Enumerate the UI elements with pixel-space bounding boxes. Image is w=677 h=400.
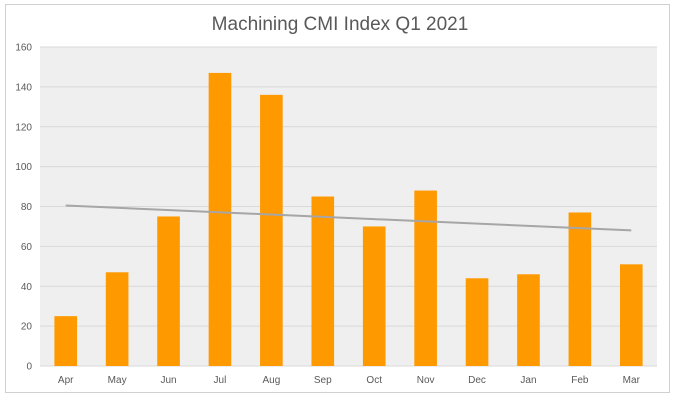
x-tick-label: Jul	[214, 375, 227, 386]
bar-apr	[54, 316, 78, 366]
x-tick-label: Nov	[417, 375, 435, 386]
chart-title: Machining CMI Index Q1 2021	[212, 14, 469, 35]
x-tick-label: Jun	[160, 375, 176, 386]
x-tick-label: Aug	[262, 375, 280, 386]
y-axis-ticks: 0 20 40 60 80 100 120 140 160	[15, 43, 32, 373]
bar-mar	[619, 264, 643, 366]
y-tick-label: 0	[26, 362, 32, 373]
trendline-group	[65, 204, 632, 232]
x-tick-label: Mar	[623, 375, 641, 386]
x-tick-label: Feb	[571, 375, 589, 386]
y-tick-label: 100	[15, 162, 32, 173]
x-tick-label: Sep	[314, 375, 332, 386]
bar-nov	[414, 190, 437, 366]
x-tick-label: Jan	[520, 375, 536, 386]
bar-jul	[208, 72, 232, 366]
y-tick-label: 160	[15, 43, 32, 54]
x-tick-label: Dec	[468, 375, 486, 386]
bar-feb	[568, 212, 592, 366]
x-tick-label: May	[108, 375, 127, 386]
trendline	[65, 204, 632, 232]
bar-oct	[362, 226, 386, 366]
bar-sep	[311, 196, 335, 366]
bar-dec	[465, 278, 489, 366]
bars	[54, 72, 643, 366]
bar-may	[105, 272, 129, 366]
bar-aug	[260, 94, 283, 366]
y-tick-label: 80	[21, 202, 33, 213]
y-tick-label: 120	[15, 122, 32, 133]
x-axis-ticks: Apr May Jun Jul Aug Sep Oct Nov Dec Jan Feb Mar	[58, 375, 641, 386]
gridlines	[40, 46, 657, 367]
bar-jun	[157, 216, 180, 366]
y-tick-label: 20	[21, 322, 33, 333]
bar-jan	[517, 274, 540, 366]
x-tick-label: Oct	[366, 375, 382, 386]
y-tick-label: 40	[21, 282, 33, 293]
y-tick-label: 140	[15, 82, 32, 93]
y-tick-label: 60	[21, 242, 33, 253]
x-tick-label: Apr	[58, 375, 74, 386]
